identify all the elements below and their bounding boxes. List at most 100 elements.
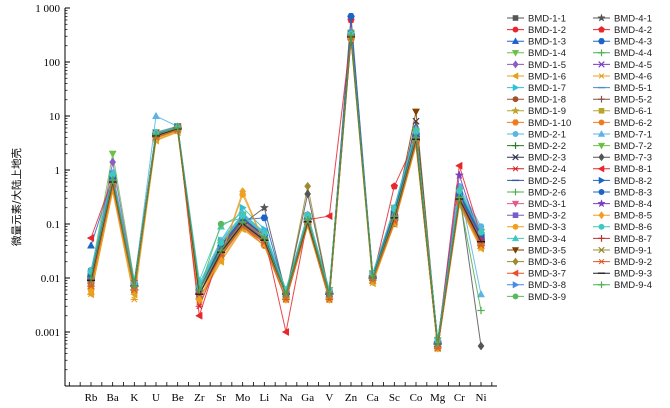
- data-point: [412, 108, 420, 116]
- legend-marker: [597, 38, 606, 45]
- x-tick-label: Sr: [216, 392, 226, 404]
- legend-marker: [598, 235, 605, 242]
- y-tick-label: 10: [49, 111, 61, 123]
- legend-marker: [512, 223, 519, 230]
- legend-item: BMD-4-2: [593, 25, 652, 36]
- series-BMD-9-4: [87, 32, 485, 348]
- data-point: [433, 340, 442, 348]
- legend-marker: [512, 131, 519, 137]
- data-point: [195, 286, 204, 294]
- legend-label: BMD-1-9: [528, 106, 566, 117]
- data-point: [477, 223, 485, 230]
- legend-item: BMD-8-5: [593, 211, 652, 222]
- legend-label: BMD-4-2: [614, 25, 652, 36]
- data-point: [281, 328, 290, 336]
- data-point: [87, 241, 95, 249]
- y-tick-label: 1 000: [35, 3, 60, 15]
- legend-item: BMD-7-3: [593, 153, 652, 164]
- data-point: [477, 290, 485, 298]
- data-point: [282, 290, 290, 298]
- data-point: [433, 345, 442, 352]
- x-tick-label: Ba: [107, 392, 119, 404]
- y-tick-label: 0.1: [46, 219, 60, 231]
- legend-label: BMD-1-7: [528, 83, 566, 94]
- legend-marker: [598, 211, 605, 220]
- legend-item: BMD-3-7: [507, 269, 566, 280]
- x-tick-label: Li: [259, 392, 269, 404]
- legend-item: BMD-1-9: [507, 106, 566, 117]
- legend-marker: [598, 26, 605, 33]
- legend-item: BMD-1-2: [507, 25, 566, 36]
- legend-marker: [598, 49, 605, 57]
- legend-item: BMD-2-4: [507, 164, 566, 175]
- legend-label: BMD-3-1: [528, 199, 566, 210]
- legend-label: BMD-3-6: [528, 257, 566, 268]
- y-tick-label: 0.01: [41, 273, 60, 285]
- legend-label: BMD-2-2: [528, 141, 566, 152]
- legend-label: BMD-6-1: [614, 106, 652, 117]
- legend-marker: [511, 106, 520, 115]
- legend-label: BMD-3-7: [528, 269, 566, 280]
- legend-label: BMD-8-5: [614, 211, 652, 222]
- legend-label: BMD-9-4: [614, 280, 652, 291]
- x-tick-label: Rb: [85, 392, 98, 404]
- data-point: [303, 216, 312, 224]
- legend-label: BMD-1-2: [528, 25, 566, 36]
- data-point: [239, 212, 246, 220]
- data-point: [477, 229, 485, 236]
- legend-marker: [511, 37, 520, 44]
- legend-item: BMD-2-5: [507, 176, 566, 187]
- legend-item: BMD-1-1: [507, 13, 566, 24]
- y-axis-label: 微量元素/大陆上地壳: [10, 147, 23, 246]
- legend-marker: [598, 189, 605, 195]
- legend-marker: [512, 96, 519, 103]
- legend-label: BMD-3-5: [528, 245, 566, 256]
- legend-item: BMD-3-6: [507, 257, 566, 268]
- x-tick-label: Mg: [430, 392, 446, 404]
- legend-item: BMD-6-2: [593, 118, 652, 129]
- x-tick-label: Cr: [454, 392, 465, 404]
- data-point: [325, 290, 334, 298]
- y-tick-label: 1: [55, 165, 61, 177]
- legend-item: BMD-3-5: [507, 245, 566, 256]
- data-point: [260, 214, 269, 222]
- data-point: [477, 306, 485, 315]
- legend-marker: [598, 108, 605, 114]
- legend-item: BMD-9-1: [593, 245, 652, 256]
- legend-marker: [597, 165, 605, 173]
- legend-label: BMD-7-1: [614, 129, 652, 140]
- legend-item: BMD-5-1: [593, 83, 652, 94]
- legend-marker: [512, 60, 519, 69]
- data-point: [259, 202, 270, 212]
- data-point: [86, 234, 95, 243]
- legend-label: BMD-4-1: [614, 13, 652, 24]
- legend-marker: [512, 212, 519, 218]
- data-point: [108, 176, 117, 184]
- legend-marker: [598, 153, 605, 162]
- legend-item: BMD-1-3: [507, 37, 566, 48]
- data-point: [412, 133, 420, 142]
- y-axis-title: 微量元素/大陆上地壳: [10, 147, 23, 246]
- legend-label: BMD-2-1: [528, 129, 566, 140]
- legend-item: BMD-3-2: [507, 211, 566, 222]
- legend-label: BMD-1-6: [528, 71, 566, 82]
- legend-item: BMD-4-5: [593, 60, 652, 71]
- axes: 1 000 100 10 1 0.1 0.01 0.001 Rb Ba K U Be Zr Sr Mo Li N…: [35, 3, 497, 404]
- legend-label: BMD-3-9: [528, 292, 566, 303]
- legend-item: BMD-6-1: [593, 106, 652, 117]
- data-point: [347, 13, 355, 20]
- legend-marker: [598, 61, 605, 68]
- legend-marker: [598, 258, 605, 265]
- legend-marker: [512, 293, 519, 300]
- legend-item: BMD-9-4: [593, 280, 652, 291]
- legend-label: BMD-1-4: [528, 48, 566, 59]
- legend-marker: [598, 176, 606, 185]
- data-point: [87, 274, 95, 282]
- legend-item: BMD-3-9: [507, 292, 566, 303]
- legend-item: BMD-9-3: [593, 269, 652, 280]
- data-point: [390, 212, 399, 220]
- legend-label: BMD-2-6: [528, 187, 566, 198]
- y-tick-label: 0.001: [35, 327, 60, 339]
